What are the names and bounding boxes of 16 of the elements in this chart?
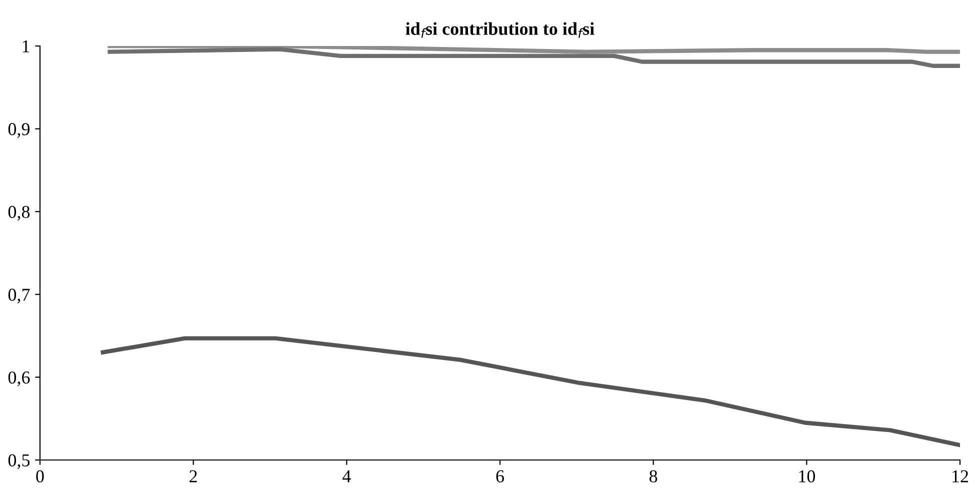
y-tick-label: 0,8 xyxy=(8,206,30,221)
x-tick-label: 6 xyxy=(496,470,504,482)
y-tick-label: 0,9 xyxy=(8,123,30,138)
line-series xyxy=(100,336,960,448)
x-tick-label: 2 xyxy=(190,470,197,482)
chart-title: id$_{f}$si contribution to id$_{f}$si xyxy=(406,22,594,38)
x-tick-label: 4 xyxy=(342,470,351,482)
x-tick-label: 10 xyxy=(799,470,816,482)
y-tick-label: 0,7 xyxy=(8,288,30,304)
y-tick-label: 1 xyxy=(22,40,30,52)
x-tick-label: 8 xyxy=(650,470,658,482)
x-tick-label: 0 xyxy=(36,470,44,482)
y-tick-label: 0,6 xyxy=(8,371,30,386)
x-tick-label: 12 xyxy=(952,470,968,482)
y-tick-label: 0,5 xyxy=(8,454,30,470)
line-series xyxy=(108,47,960,68)
